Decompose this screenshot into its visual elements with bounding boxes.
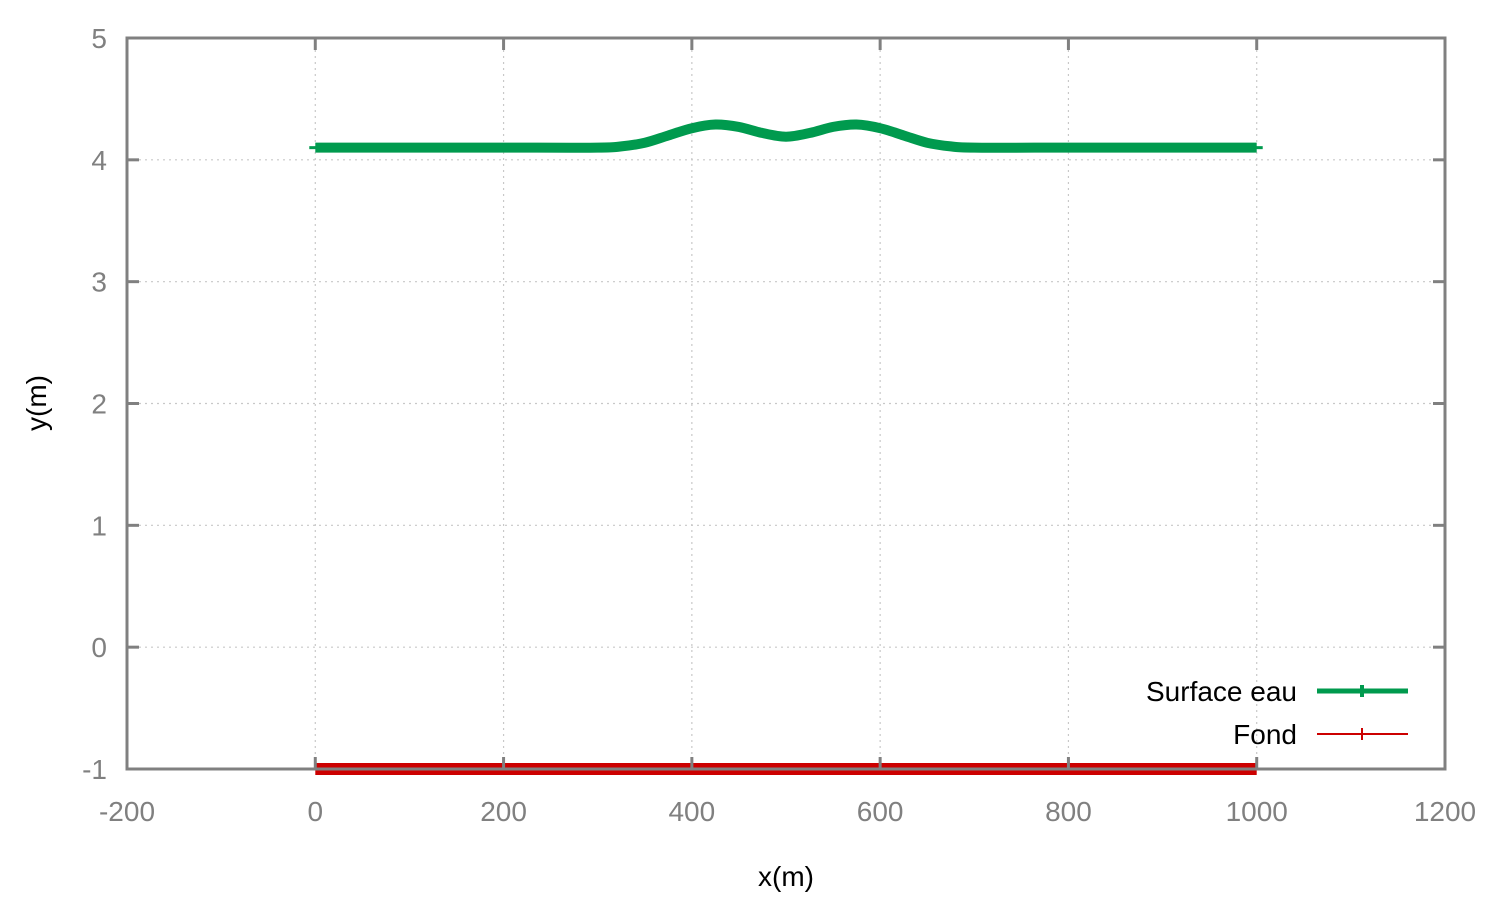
x-tick-label: 800 xyxy=(1045,796,1092,827)
y-tick-label: 4 xyxy=(91,145,107,176)
series-line xyxy=(315,119,1257,153)
legend: Surface eau Fond xyxy=(1146,676,1408,750)
x-tick-label: 600 xyxy=(857,796,904,827)
x-axis-label: x(m) xyxy=(758,861,814,892)
legend-item: Fond xyxy=(1233,719,1408,750)
legend-label: Surface eau xyxy=(1146,676,1297,707)
grid xyxy=(127,38,1445,769)
x-tick-label: 400 xyxy=(668,796,715,827)
y-tick-label: 5 xyxy=(91,23,107,54)
legend-label: Fond xyxy=(1233,719,1297,750)
legend-item: Surface eau xyxy=(1146,676,1408,707)
y-tick-label: 3 xyxy=(91,267,107,298)
y-tick-labels: -1 0 1 2 3 4 5 xyxy=(82,23,107,785)
x-tick-label: 1000 xyxy=(1226,796,1288,827)
y-tick-label: 0 xyxy=(91,632,107,663)
y-axis-label: y(m) xyxy=(21,375,52,431)
y-tick-label: 2 xyxy=(91,389,107,420)
y-tick-label: -1 xyxy=(82,754,107,785)
series-surface-eau xyxy=(309,119,1263,153)
x-tick-label: 200 xyxy=(480,796,527,827)
x-tick-label: 1200 xyxy=(1414,796,1476,827)
x-tick-labels: -200 0 200 400 600 800 1000 1200 xyxy=(99,796,1476,827)
x-tick-label: 0 xyxy=(307,796,323,827)
series-layer xyxy=(309,119,1263,775)
y-tick-label: 1 xyxy=(91,510,107,541)
axis-ticks xyxy=(125,36,1447,771)
x-tick-label: -200 xyxy=(99,796,155,827)
